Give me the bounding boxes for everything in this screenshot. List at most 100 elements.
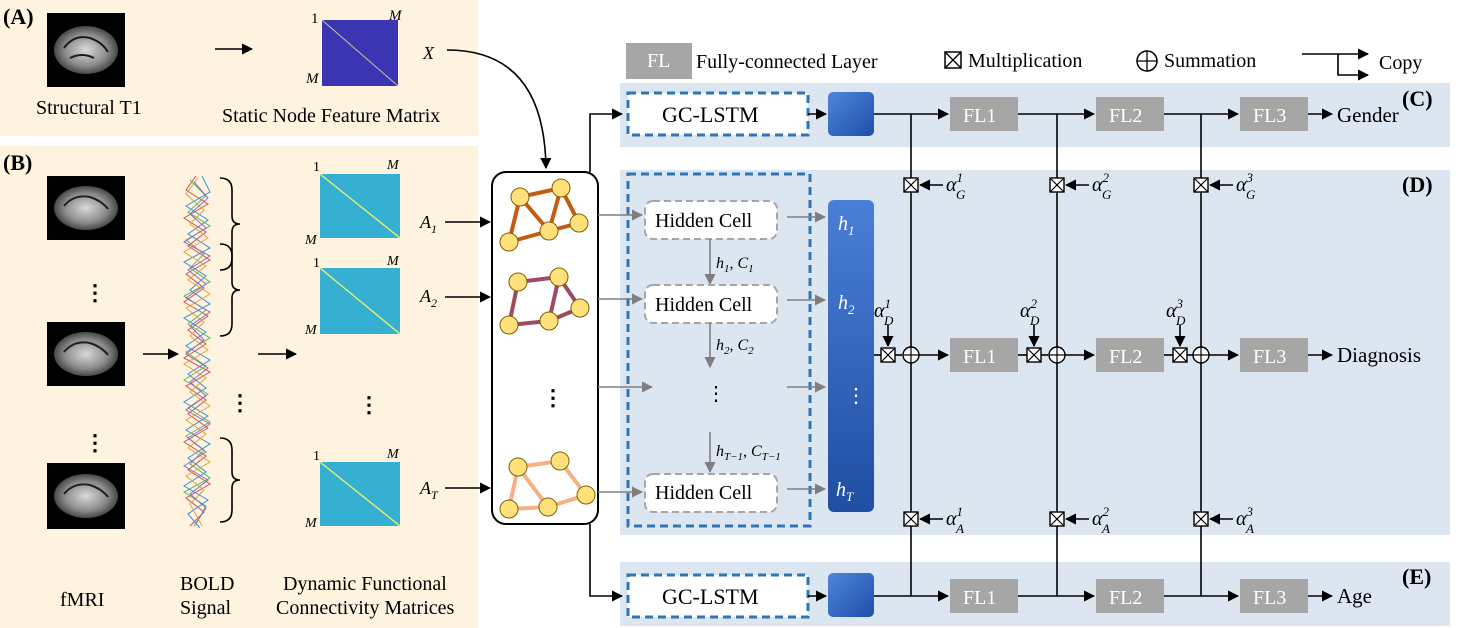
arrow-graph-to-age-branch [589, 524, 624, 602]
alpha-g3-label: α3 G [1236, 170, 1256, 202]
bold-label-line1: BOLD [180, 573, 234, 595]
hidden-cell-t-label: Hidden Cell [655, 482, 753, 504]
diagnosis-fl2 [1096, 338, 1164, 372]
graph-t [499, 451, 596, 519]
legend-copy-label: Copy [1379, 52, 1422, 74]
legend-sum-label: Summation [1164, 50, 1256, 72]
x-symbol: X [422, 43, 435, 63]
age-fl2 [1096, 579, 1164, 613]
age-fl1 [950, 579, 1018, 613]
at-label: AT [419, 478, 439, 502]
bold-signal [183, 175, 212, 529]
age-output-label: Age [1337, 584, 1372, 608]
copy-icon [1302, 48, 1370, 81]
dfc-matrix-t: 1 M M [304, 447, 401, 531]
transition-t-label: hT−1, CT−1 [716, 443, 781, 463]
h1-label: h1 [838, 213, 855, 238]
summation-icon [1136, 50, 1158, 72]
dfc-matrix-2: 1 M M [304, 254, 401, 338]
graph-ellipsis: ⋮ [542, 385, 564, 410]
gclstm-gender-box [626, 91, 810, 137]
age-embedding-block [828, 573, 874, 617]
fmri-ellipsis-2: ⋮ [84, 430, 106, 455]
static-matrix-diagonal [321, 19, 399, 87]
sum-d1 [902, 346, 920, 364]
panel-b-label: (B) [3, 150, 32, 175]
matrices-ellipsis: ⋮ [358, 392, 380, 417]
hidden-cell-2-label: Hidden Cell [655, 294, 753, 316]
svg-text:M: M [386, 254, 400, 269]
alpha-a3-label: α3 A [1236, 504, 1254, 536]
a1-label: A1 [419, 212, 437, 236]
legend-fl-box [626, 43, 692, 79]
t1-brain-folds [63, 36, 109, 59]
ht-label: hT [836, 479, 854, 504]
hidden-cell-t [644, 473, 778, 513]
age-fl2-label: FL2 [1109, 587, 1142, 609]
graph-2 [499, 267, 590, 335]
diagnosis-fl1 [950, 338, 1018, 372]
a2-label: A2 [419, 286, 437, 310]
fmri-brain-3 [47, 463, 125, 529]
gender-fl2-label: FL2 [1109, 105, 1142, 127]
svg-text:1: 1 [313, 160, 320, 175]
panel-a-label: (A) [3, 4, 34, 29]
fmri-brain-2 [47, 322, 125, 386]
hidden-states-column [828, 200, 874, 512]
window-ellipsis: ⋮ [229, 390, 251, 415]
gender-fl3 [1240, 97, 1308, 131]
svg-text:M: M [386, 158, 400, 173]
gclstm-diagnosis-box [626, 172, 812, 528]
legend-mult-label: Multiplication [968, 50, 1082, 72]
svg-text:1: 1 [313, 256, 320, 271]
gender-fl1 [950, 97, 1018, 131]
graph-sequence-box [491, 171, 599, 525]
mult-d1 [880, 347, 896, 363]
diagnosis-fl3 [1240, 338, 1308, 372]
age-fl3-label: FL3 [1253, 587, 1286, 609]
window-brace-2 [219, 243, 241, 337]
dfc-label-line1: Dynamic Functional [283, 573, 447, 595]
graph-1 [499, 178, 589, 252]
alpha-g1-label: α1 G [946, 170, 966, 202]
gender-fl2 [1096, 97, 1164, 131]
hidden-cell-1-label: Hidden Cell [655, 210, 753, 232]
gender-output-label: Gender [1337, 103, 1399, 127]
fmri-label: fMRI [60, 589, 104, 611]
legend-fl-box-text: FL [647, 50, 670, 72]
panel-e-label: (E) [1402, 564, 1431, 589]
transition-2-label: h2, C2 [716, 337, 754, 357]
alpha-a2-label: α2 A [1092, 504, 1110, 536]
svg-text:M: M [304, 233, 318, 248]
hidden-cell-2 [644, 284, 778, 324]
sum-d3 [1192, 346, 1210, 364]
arrow-x-to-graph [446, 49, 552, 170]
hidden-cell-1 [644, 200, 778, 240]
alpha-d2-label: α2 D [1020, 296, 1040, 328]
gender-embedding-block [828, 92, 874, 136]
gclstm-gender-label: GC-LSTM [662, 102, 759, 127]
alpha-g-group: α1 G α2 G α3 G [903, 170, 1256, 202]
gclstm-age-box [626, 573, 810, 619]
static-matrix-m-left-label: M [305, 71, 320, 87]
multiplication-icon [944, 51, 962, 69]
diagnosis-fl1-label: FL1 [963, 346, 996, 368]
fmri-brain-1 [47, 176, 125, 240]
mult-g3 [1193, 177, 1209, 193]
alpha-a-group: α1 A α2 A α3 A [903, 504, 1254, 536]
bold-label-line2: Signal [180, 597, 232, 619]
panel-c-label: (C) [1402, 86, 1433, 111]
svg-text:M: M [304, 323, 318, 338]
h2-label: h2 [838, 292, 855, 317]
window-brace-3 [219, 437, 241, 523]
diagnosis-fl3-label: FL3 [1253, 346, 1286, 368]
age-fl1-label: FL1 [963, 587, 996, 609]
alpha-g2-label: α2 G [1092, 170, 1112, 202]
alpha-d3-label: α3 D [1166, 296, 1186, 328]
mult-a2 [1049, 511, 1065, 527]
mult-g1 [903, 177, 919, 193]
mult-g2 [1049, 177, 1065, 193]
svg-text:M: M [304, 516, 318, 531]
transition-1-label: h1, C1 [716, 255, 754, 275]
